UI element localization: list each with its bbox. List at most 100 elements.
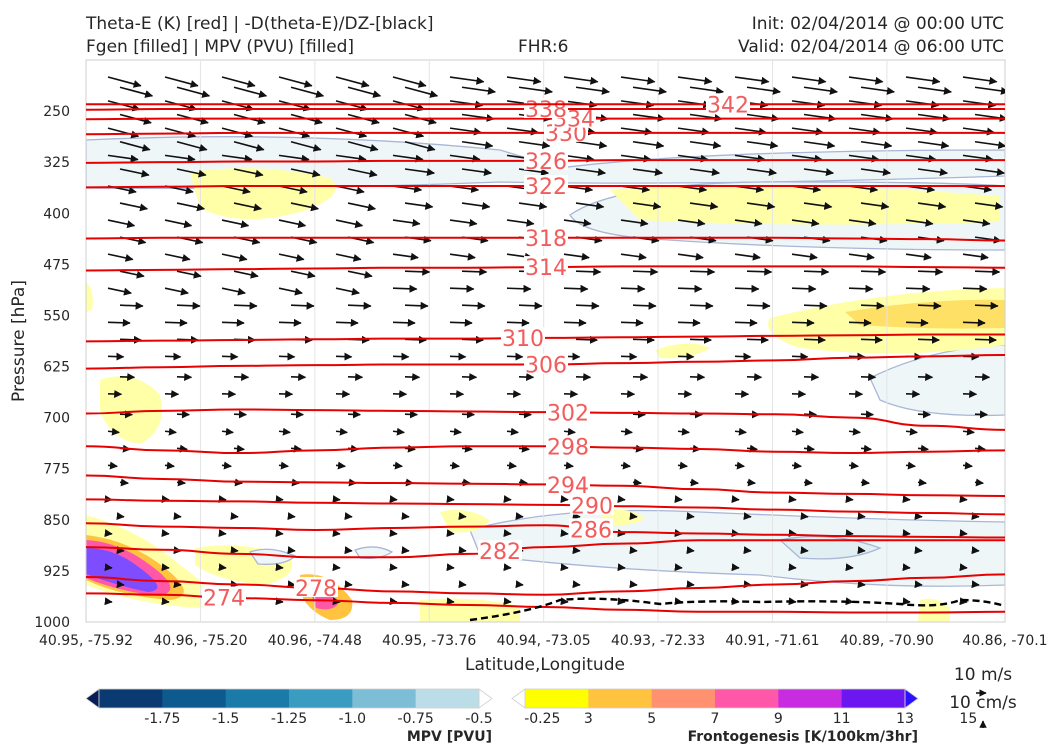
wind-vector (677, 461, 688, 470)
valid-label: Valid: 02/04/2014 @ 06:00 UTC (738, 37, 1004, 57)
wind-vector (917, 201, 947, 210)
wind-vector (746, 168, 778, 177)
wind-vector (620, 127, 653, 136)
wind-vector (506, 461, 517, 470)
y-tick-label: 475 (43, 257, 70, 273)
wind-vector (575, 201, 605, 210)
contour-label-bg (706, 93, 750, 114)
x-tick-label: 40.95, -75.92 (39, 633, 133, 649)
contour-label-286: 286 (570, 518, 612, 543)
wind-vector (917, 168, 949, 177)
fgen-colorbar-tick: 11 (833, 711, 851, 727)
mpv-colorbar-segment (352, 689, 417, 708)
theta-e-contours: 274 2782822862902942983023063103143183223… (86, 93, 1005, 622)
wind-vector (335, 76, 370, 88)
wind-vector (119, 270, 145, 279)
wind-vector (746, 444, 758, 453)
wind-vector (632, 201, 662, 210)
wind-vector (905, 127, 938, 136)
contour-label-bg (478, 540, 522, 561)
x-axis-label: Latitude,Longitude (465, 655, 625, 675)
wind-vector (164, 127, 197, 139)
wind-vector (974, 301, 999, 310)
contour-label-278: 278 (295, 577, 337, 602)
contour-label-bg (524, 149, 568, 170)
wind-vector (917, 86, 952, 95)
wind-vector (233, 373, 250, 382)
fill-region (469, 509, 1005, 587)
wind-vector (620, 352, 638, 361)
wind-vector (848, 318, 872, 327)
wind-vector (803, 444, 815, 453)
x-tick-label: 40.95, -73.76 (382, 633, 476, 649)
wind-vector (962, 427, 975, 436)
wind-vector (176, 140, 208, 152)
fgen-colorbar-frame (524, 688, 906, 709)
wind-vector (632, 335, 655, 344)
wind-vector (677, 284, 703, 293)
wind-vector (449, 427, 462, 436)
wind-vector (905, 427, 918, 436)
wind-vector (803, 201, 833, 210)
fgen-colorbar-tick: 7 (711, 711, 720, 727)
fgen-colorbar-segment (778, 689, 843, 708)
wind-vector (689, 478, 699, 487)
wind-vector (404, 168, 436, 177)
mpv-colorbar-frame (98, 688, 480, 709)
wind-vector (119, 168, 150, 178)
wind-vector (221, 154, 253, 163)
wind-vector (848, 284, 874, 293)
wind-vector (677, 127, 710, 136)
wind-vector (962, 127, 995, 136)
wind-vector (164, 427, 177, 436)
wind-vector (632, 373, 649, 382)
contour-label-bg (524, 98, 568, 119)
wind-vector (278, 318, 302, 327)
contour-label-bg (570, 494, 614, 515)
mpv-colorbar-tick: -1.0 (339, 711, 366, 727)
wind-vector (404, 86, 439, 98)
wind-vector (689, 301, 714, 310)
wind-vector (164, 154, 196, 163)
fgen-colorbar-label: Frontogenesis [K/100km/3hr] (688, 729, 918, 745)
wind-vector (962, 461, 973, 470)
wind-vector (290, 301, 315, 310)
wind-vector (905, 154, 937, 163)
wind-vector (176, 168, 207, 178)
wind-vector (278, 287, 303, 296)
wind-vector (278, 76, 313, 88)
wind-vector (347, 202, 377, 212)
wind-vector (620, 252, 647, 261)
wind-vector (746, 140, 779, 149)
wind-vector (689, 373, 706, 382)
wind-vector (404, 201, 434, 210)
wind-vector (632, 168, 664, 177)
wind-vector (119, 140, 151, 152)
wind-vector (290, 86, 325, 98)
contour-label-bg (546, 401, 590, 422)
wind-vector (791, 76, 827, 85)
wind-vector (974, 86, 1005, 95)
wind-vector (233, 301, 258, 310)
fill-region (354, 546, 394, 560)
wind-vector (974, 168, 1005, 177)
wind-vector (689, 168, 721, 177)
wind-vector (734, 284, 760, 293)
wind-vectors (104, 76, 1005, 606)
wind-vector (221, 352, 239, 361)
mpv-colorbar-segment (162, 689, 227, 708)
wind-vector (278, 219, 307, 229)
mpv-colorbar-tick: -0.75 (398, 711, 434, 727)
wind-vector (905, 461, 916, 470)
x-tick-label: 40.91, -71.61 (725, 633, 819, 649)
wind-vector (803, 86, 838, 95)
y-tick-label: 700 (43, 411, 70, 427)
wind-vector (689, 201, 719, 210)
wind-vector (404, 301, 429, 310)
wind-vector (791, 252, 818, 261)
wind-vector (335, 352, 353, 361)
wind-vector (620, 154, 652, 163)
wind-vector (563, 318, 587, 327)
fgen-colorbar-segment (651, 689, 716, 708)
wind-vector (335, 318, 359, 327)
